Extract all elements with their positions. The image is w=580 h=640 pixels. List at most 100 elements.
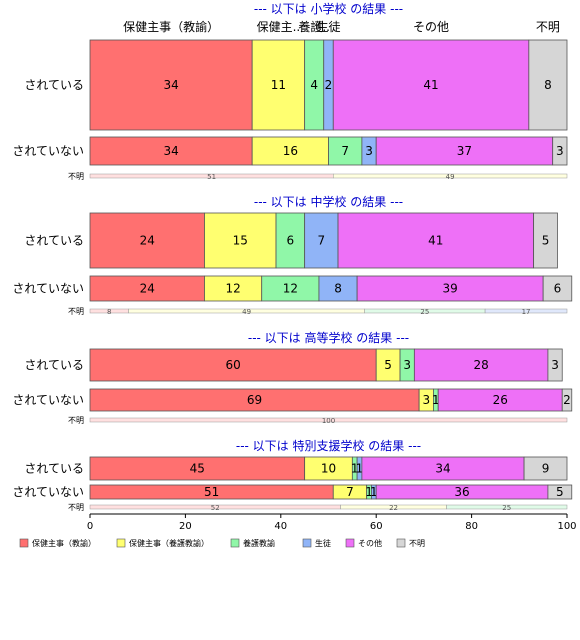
data-label: 1: [365, 485, 373, 499]
data-label: 39: [442, 282, 457, 296]
bar-segment: [533, 212, 558, 269]
data-label: 3: [556, 144, 564, 158]
top-category-label: 保健主事（教諭）: [123, 19, 219, 34]
legend-swatch: [230, 538, 240, 548]
missing-segment: [333, 173, 568, 179]
missing-value-label: 51: [207, 173, 216, 181]
data-label: 2: [563, 393, 571, 407]
top-category-label: 養護..: [298, 19, 330, 34]
bar-segment: [251, 39, 306, 131]
bar-segment: [413, 348, 549, 382]
section-title: --- 以下は 中学校 の結果 ---: [254, 194, 403, 209]
data-label: 11: [271, 78, 286, 92]
data-label: 24: [140, 234, 155, 248]
bar-segment: [204, 212, 277, 269]
bar-segment: [204, 275, 263, 302]
data-label: 26: [493, 393, 508, 407]
bar-segment: [332, 39, 530, 131]
row-label: されている: [24, 234, 84, 248]
legend-label: 保健主事（養護教諭）: [129, 538, 209, 548]
data-label: 16: [283, 144, 298, 158]
bar-segment: [251, 136, 329, 166]
data-label: 15: [233, 234, 248, 248]
data-label: 6: [287, 234, 295, 248]
bar-segment: [356, 275, 544, 302]
data-label: 12: [283, 282, 298, 296]
bar-segment: [547, 484, 573, 500]
data-label: 51: [204, 485, 219, 499]
data-label: 34: [435, 462, 450, 476]
section-title: --- 以下は 小学校 の結果 ---: [254, 1, 403, 16]
bar-segment: [318, 275, 358, 302]
missing-row-label: 不明: [68, 172, 84, 181]
data-label: 12: [225, 282, 240, 296]
missing-segment: [446, 504, 568, 510]
bar-segment: [275, 212, 306, 269]
bar-segment: [542, 275, 573, 302]
data-label: 10: [321, 462, 336, 476]
data-label: 7: [346, 485, 354, 499]
data-label: 36: [454, 485, 469, 499]
data-label: 45: [190, 462, 205, 476]
data-label: 7: [341, 144, 349, 158]
missing-value-label: 49: [242, 308, 251, 316]
bar-segment: [375, 136, 554, 166]
missing-value-label: 25: [502, 504, 511, 512]
data-label: 5: [384, 358, 392, 372]
data-label: 69: [247, 393, 262, 407]
bar-segment: [328, 136, 363, 166]
data-label: 5: [556, 485, 564, 499]
data-label: 60: [225, 358, 240, 372]
legend-swatch: [116, 538, 126, 548]
missing-value-label: 22: [389, 504, 398, 512]
x-tick-label: 100: [557, 521, 576, 532]
row-label: されていない: [12, 393, 84, 407]
data-label: 34: [163, 78, 178, 92]
data-label: 1: [351, 462, 359, 476]
bar-segment: [89, 136, 253, 166]
data-label: 2: [325, 78, 333, 92]
data-label: 34: [163, 144, 178, 158]
data-label: 8: [334, 282, 342, 296]
top-category-label: 生徒: [316, 20, 340, 34]
bar-segment: [547, 348, 563, 382]
legend-swatch: [302, 538, 312, 548]
legend-swatch: [345, 538, 355, 548]
data-label: 28: [473, 358, 488, 372]
data-label: 3: [551, 358, 559, 372]
data-label: 37: [457, 144, 472, 158]
bar-segment: [89, 275, 205, 302]
bar-segment: [528, 39, 568, 131]
section-title: --- 以下は 特別支援学校 の結果 ---: [236, 438, 421, 453]
x-tick-label: 40: [274, 521, 287, 532]
data-label: 8: [544, 78, 552, 92]
legend-label: 不明: [409, 539, 425, 548]
data-label: 1: [356, 462, 364, 476]
legend-label: 保健主事（教諭）: [32, 538, 96, 548]
bar-segment: [304, 212, 339, 269]
data-label: 5: [542, 234, 550, 248]
missing-segment: [89, 417, 568, 423]
data-label: 1: [370, 485, 378, 499]
missing-row-label: 不明: [68, 416, 84, 425]
data-label: 3: [403, 358, 411, 372]
x-tick-label: 20: [179, 521, 192, 532]
bar-segment: [523, 456, 568, 481]
bar-segment: [337, 212, 535, 269]
row-label: されている: [24, 358, 84, 372]
legend-label: 養護教諭: [243, 538, 275, 548]
data-label: 1: [432, 393, 440, 407]
top-category-label: 不明: [536, 20, 560, 34]
data-label: 9: [542, 462, 550, 476]
bar-segment: [561, 388, 573, 412]
data-label: 41: [428, 234, 443, 248]
missing-value-label: 17: [522, 308, 531, 316]
missing-value-label: 8: [107, 308, 111, 316]
data-label: 41: [423, 78, 438, 92]
row-label: されている: [24, 462, 84, 476]
legend-swatch: [19, 538, 29, 548]
data-label: 6: [554, 282, 562, 296]
legend-swatch: [396, 538, 406, 548]
data-label: 3: [365, 144, 373, 158]
